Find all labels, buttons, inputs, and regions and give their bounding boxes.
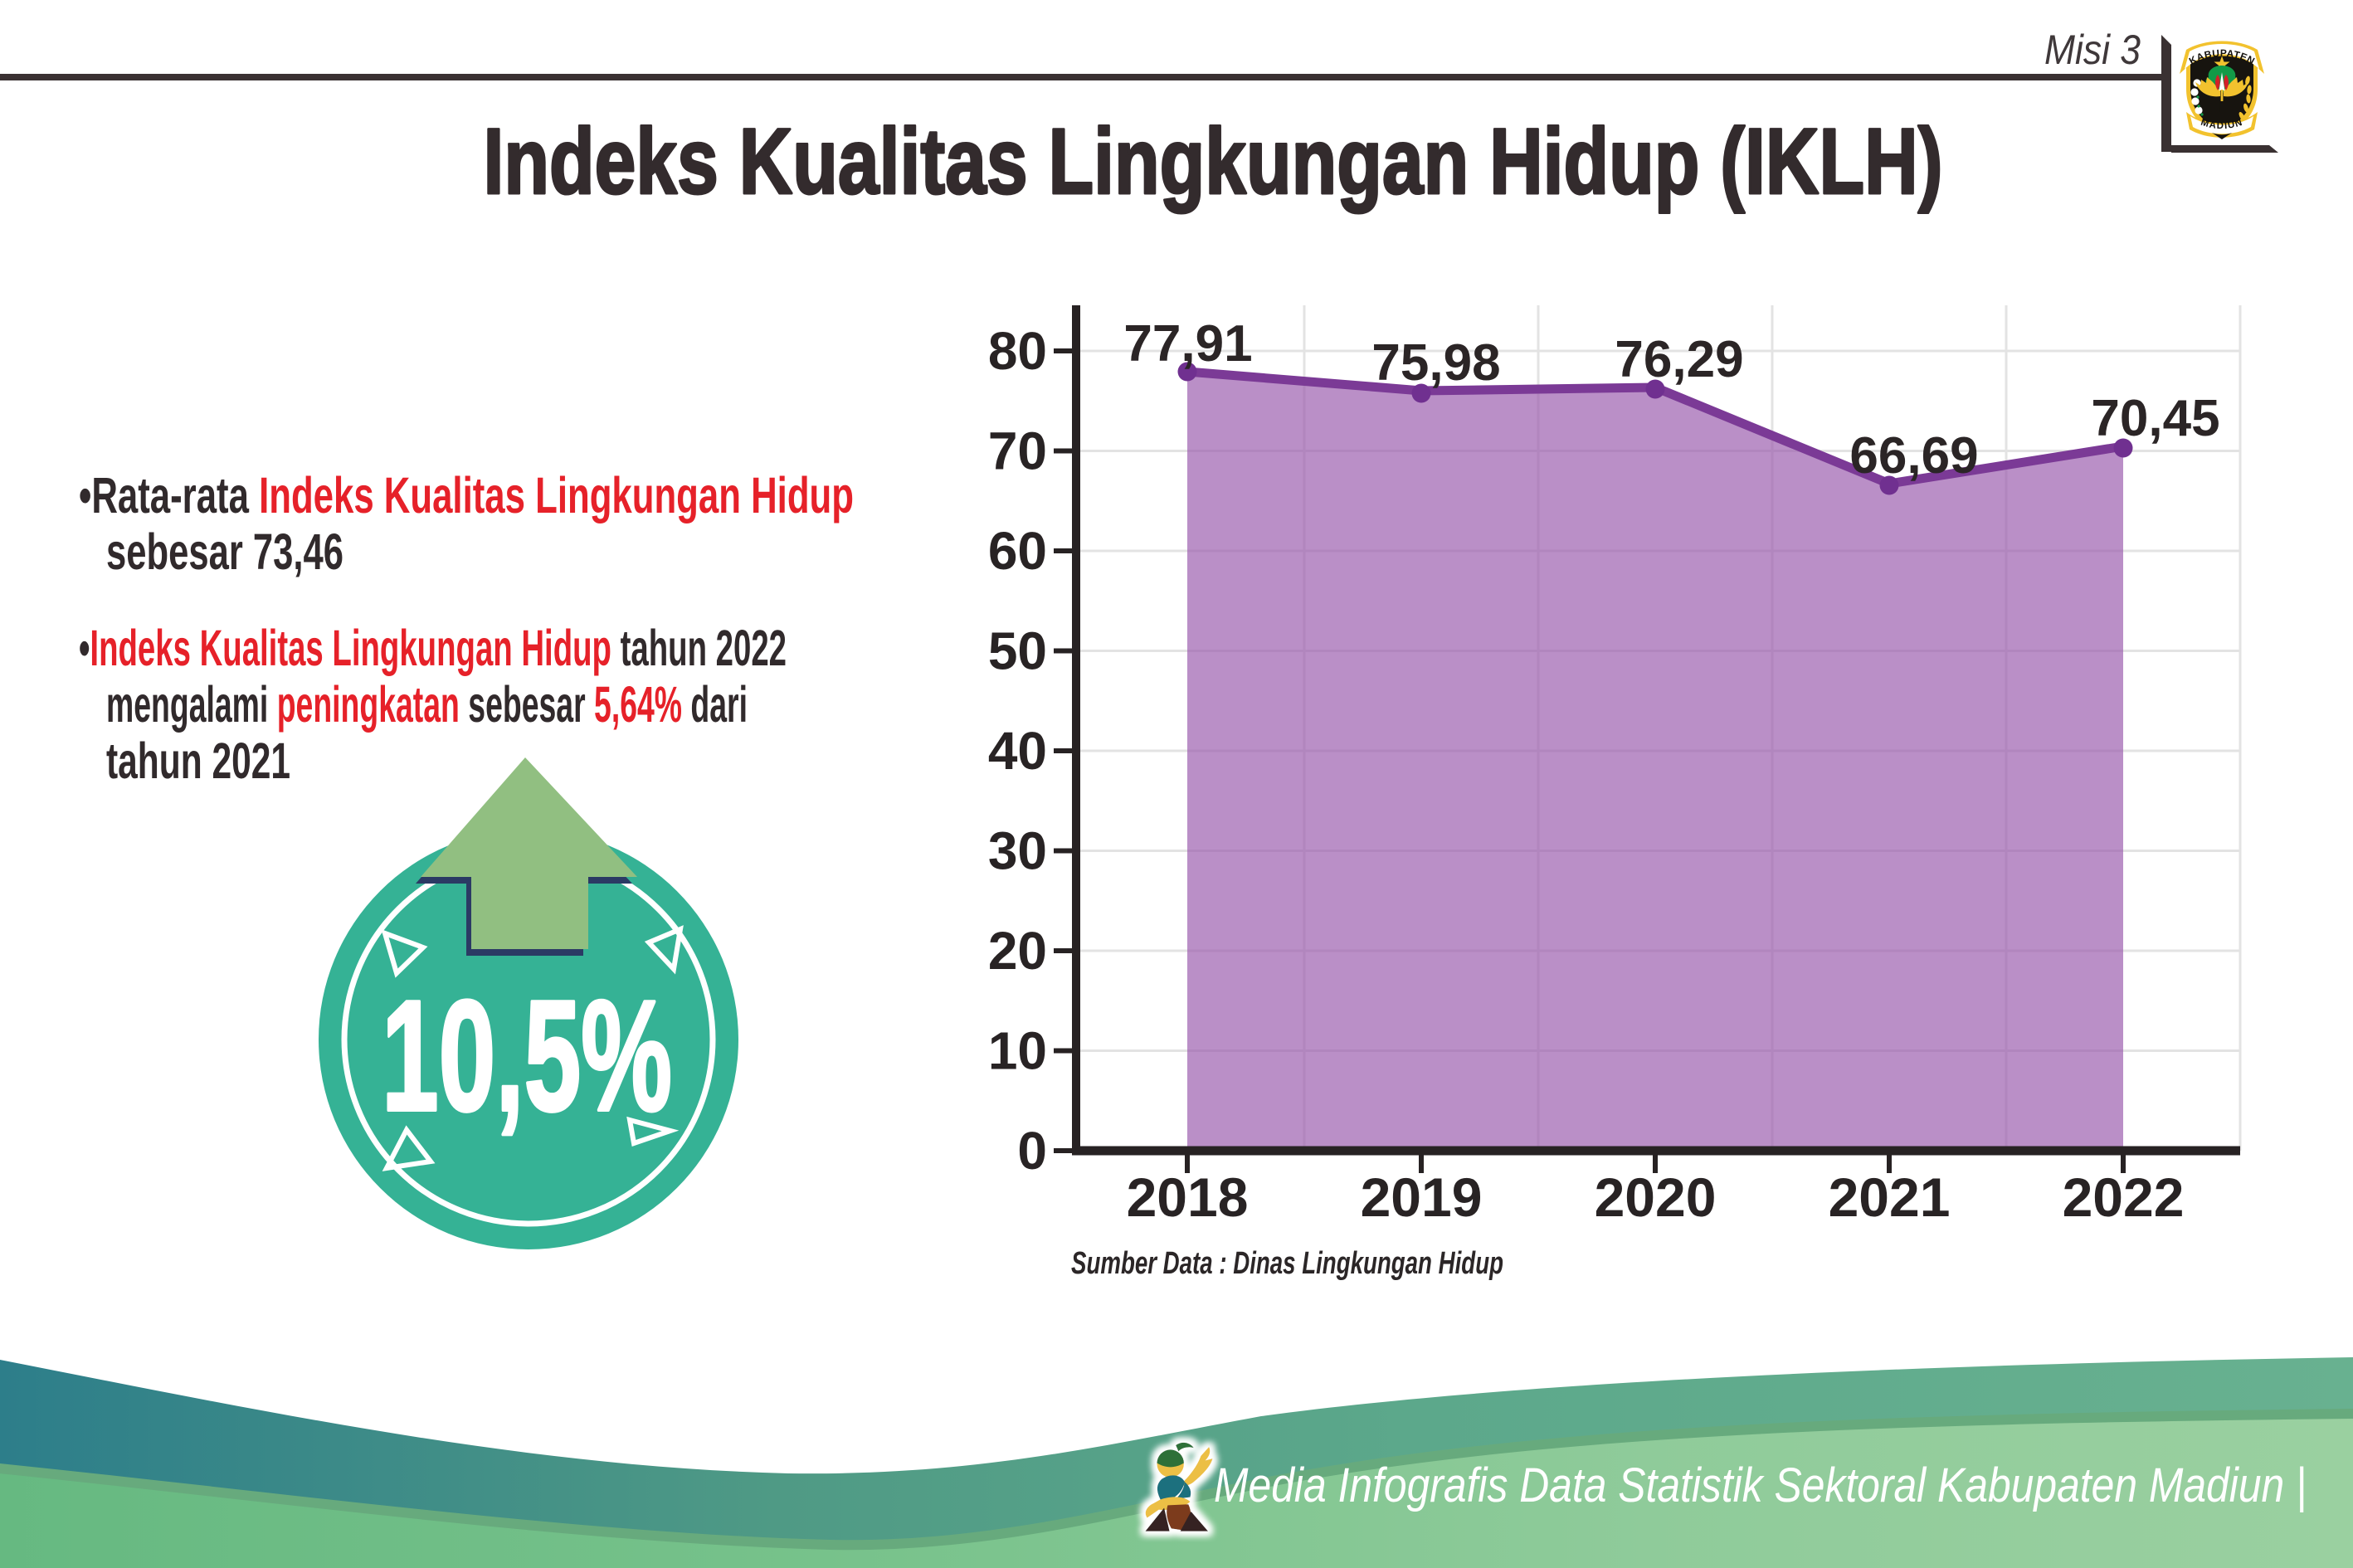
svg-text:Media Infografis Data Statisti: Media Infografis Data Statistik Sektoral… xyxy=(1214,1458,2307,1512)
svg-text:2022: 2022 xyxy=(2063,1166,2185,1228)
svg-text:30: 30 xyxy=(988,821,1047,881)
svg-text:10,5%: 10,5% xyxy=(382,968,672,1144)
svg-text:80: 80 xyxy=(988,321,1047,381)
svg-text:•Indeks Kualitas Lingkungan Hi: •Indeks Kualitas Lingkungan Hidup tahun … xyxy=(79,620,787,676)
svg-text:MADIUN: MADIUN xyxy=(2200,118,2244,131)
svg-text:Sumber Data : Dinas Lingkungan: Sumber Data : Dinas Lingkungan Hidup xyxy=(1071,1246,1503,1281)
svg-text:20: 20 xyxy=(988,921,1047,981)
svg-text:•Rata-rata Indeks Kualitas Lin: •Rata-rata Indeks Kualitas Lingkungan Hi… xyxy=(79,467,854,523)
svg-text:Misi 3: Misi 3 xyxy=(2044,27,2141,73)
svg-text:Indeks Kualitas Lingkungan Hid: Indeks Kualitas Lingkungan Hidup (IKLH) xyxy=(484,110,1943,213)
svg-text:66,69: 66,69 xyxy=(1849,427,1978,485)
svg-text:76,29: 76,29 xyxy=(1615,331,1743,388)
svg-text:77,91: 77,91 xyxy=(1123,315,1252,373)
svg-text:70,45: 70,45 xyxy=(2091,390,2219,447)
svg-text:40: 40 xyxy=(988,721,1047,781)
svg-text:sebesar 73,46: sebesar 73,46 xyxy=(106,523,343,580)
svg-text:2021: 2021 xyxy=(1829,1166,1951,1228)
svg-text:50: 50 xyxy=(988,621,1047,681)
svg-text:2019: 2019 xyxy=(1361,1166,1483,1228)
svg-text:tahun 2021: tahun 2021 xyxy=(106,733,290,789)
svg-text:60: 60 xyxy=(988,521,1047,581)
svg-text:2020: 2020 xyxy=(1595,1166,1717,1228)
svg-text:70: 70 xyxy=(988,421,1047,481)
svg-text:mengalami peningkatan sebesar: mengalami peningkatan sebesar 5,64% dari xyxy=(106,676,748,733)
svg-text:10: 10 xyxy=(988,1021,1047,1081)
svg-text:75,98: 75,98 xyxy=(1371,334,1500,392)
svg-text:2018: 2018 xyxy=(1127,1166,1249,1228)
svg-text:0: 0 xyxy=(1017,1121,1047,1181)
